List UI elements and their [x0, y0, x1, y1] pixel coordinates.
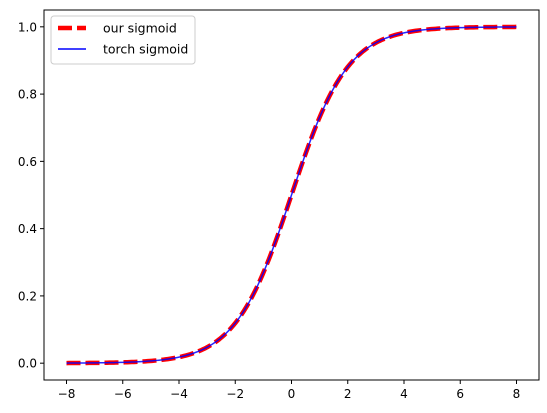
- x-tick-label: 6: [456, 387, 464, 401]
- x-tick-label: 2: [344, 387, 352, 401]
- y-tick-label: 0.0: [18, 357, 37, 371]
- legend-label-our-sigmoid: our sigmoid: [103, 21, 177, 36]
- y-tick-label: 0.8: [18, 88, 37, 102]
- y-axis: 0.0 0.2 0.4 0.6 0.8 1.0: [18, 20, 44, 371]
- x-tick-label: 0: [288, 387, 296, 401]
- legend: our sigmoid torch sigmoid: [50, 15, 196, 65]
- x-tick-label: −4: [170, 387, 188, 401]
- series-line-torch-sigmoid: [66, 26, 517, 364]
- x-tick-label: −2: [226, 387, 244, 401]
- x-tick-label: −6: [114, 387, 132, 401]
- legend-box: [50, 15, 196, 65]
- y-tick-label: 0.6: [18, 155, 37, 169]
- series-layer: [66, 24, 517, 366]
- y-tick-label: 1.0: [18, 20, 37, 34]
- y-tick-label: 0.2: [18, 289, 37, 303]
- y-tick-label: 0.4: [18, 222, 37, 236]
- x-tick-label: −8: [58, 387, 76, 401]
- x-tick-label: 8: [513, 387, 521, 401]
- x-tick-label: 4: [400, 387, 408, 401]
- legend-label-torch-sigmoid: torch sigmoid: [103, 42, 188, 57]
- x-axis: −8 −6 −4 −2 0 2 4 6 8: [58, 380, 521, 401]
